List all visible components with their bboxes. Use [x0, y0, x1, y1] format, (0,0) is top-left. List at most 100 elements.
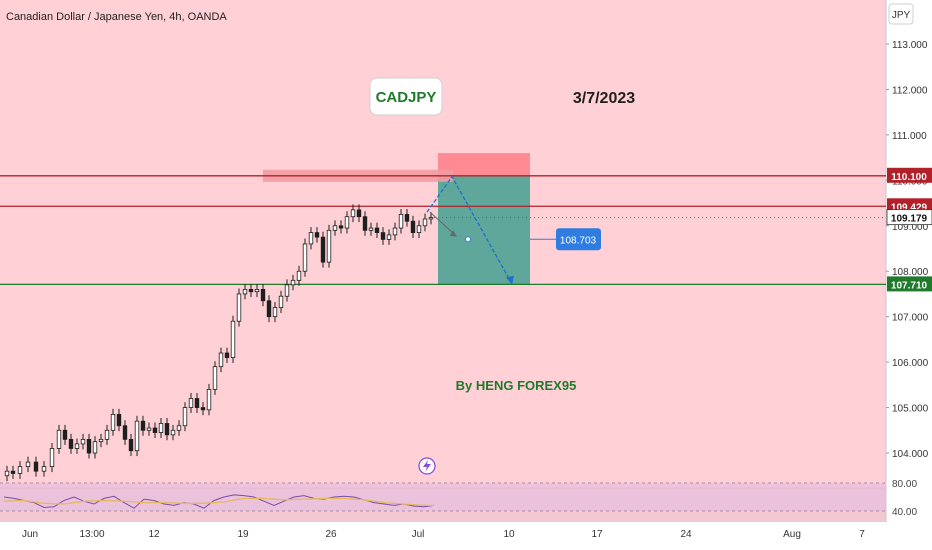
candle: [356, 204, 362, 223]
price-tick-label: 107.000: [892, 313, 929, 324]
candle: [224, 347, 230, 364]
time-tick-label: Jun: [22, 529, 38, 540]
candle-body: [140, 420, 146, 431]
candle-body: [320, 236, 326, 263]
candle: [410, 215, 416, 239]
candle: [98, 433, 104, 448]
candle: [404, 208, 410, 227]
candle-body: [428, 217, 434, 220]
candle-body: [110, 413, 116, 431]
candle: [182, 402, 188, 432]
rsi-ma-line: [3, 497, 434, 507]
lightning-icon[interactable]: [418, 457, 436, 475]
candle-body: [386, 234, 392, 240]
candle: [122, 420, 128, 445]
candle: [392, 222, 398, 241]
candle-body: [314, 232, 320, 238]
price-tick-label: 104.000: [892, 449, 929, 460]
candle: [56, 424, 62, 454]
candle: [86, 433, 92, 459]
candle-body: [49, 448, 55, 468]
candle-body: [25, 461, 31, 468]
candle-body: [254, 288, 260, 293]
candle: [200, 402, 206, 416]
candle-body: [338, 225, 344, 229]
candle-body: [248, 288, 254, 293]
candle-body: [404, 214, 410, 222]
time-tick-label: 24: [680, 529, 692, 540]
candle: [248, 283, 254, 298]
candle: [260, 283, 266, 307]
candle: [314, 227, 320, 243]
candle-body: [380, 232, 386, 240]
price-tag-label: 107.710: [891, 280, 928, 291]
candle-body: [398, 214, 404, 229]
candle-body: [236, 293, 242, 322]
rsi-tick-label: 80.00: [892, 479, 917, 490]
projection-path[interactable]: [426, 175, 513, 285]
time-tick-label: 17: [591, 529, 603, 540]
candle: [176, 420, 182, 436]
candle-body: [158, 423, 164, 433]
candle: [296, 265, 302, 286]
time-tick-label: 19: [237, 529, 249, 540]
candle: [10, 465, 16, 479]
candle-body: [278, 295, 284, 308]
candle-body: [308, 232, 314, 245]
candle-body: [296, 270, 302, 281]
candle-body: [68, 438, 74, 449]
candle: [62, 424, 68, 445]
candle-body: [350, 209, 356, 218]
candle: [218, 347, 224, 373]
candle: [332, 220, 338, 236]
take-profit-zone[interactable]: [438, 175, 530, 285]
currency-button[interactable]: [888, 3, 914, 25]
rsi-tick-label: 40.00: [892, 507, 917, 518]
candle: [236, 288, 242, 327]
candle-body: [146, 427, 152, 431]
candle: [422, 213, 428, 232]
candle: [80, 433, 86, 450]
candle-body: [362, 216, 368, 231]
candle: [386, 229, 392, 245]
candle: [272, 302, 278, 323]
candle-body: [86, 438, 92, 454]
candle-body: [368, 227, 374, 231]
candle-body: [422, 218, 428, 227]
stop-loss-zone[interactable]: [438, 153, 530, 176]
candle: [350, 204, 356, 223]
candle-body: [284, 284, 290, 297]
pair-label-box[interactable]: [369, 77, 443, 116]
candle: [164, 418, 170, 441]
currency-label: JPY: [892, 10, 911, 21]
time-tick-label: 12: [148, 529, 160, 540]
target-callout-box[interactable]: [556, 228, 601, 251]
candle-body: [218, 352, 224, 368]
candle-body: [206, 388, 212, 411]
candle: [266, 295, 272, 323]
price-tick-label: 111.000: [892, 131, 927, 142]
candle: [134, 415, 140, 457]
candle-body: [74, 443, 80, 449]
candle-body: [134, 420, 140, 452]
time-axis-background: [0, 522, 886, 550]
candle: [104, 424, 110, 445]
candle: [116, 408, 122, 432]
candle-body: [10, 470, 16, 474]
candle-body: [152, 427, 158, 433]
candle: [4, 465, 10, 482]
candle: [368, 222, 374, 236]
candle: [308, 227, 314, 250]
candle: [152, 422, 158, 439]
price-tag-label: 109.179: [891, 214, 928, 225]
callout-anchor: [465, 236, 471, 243]
candle: [326, 224, 332, 268]
time-tick-label: 13:00: [79, 529, 104, 540]
time-tick-label: 26: [325, 529, 337, 540]
candle-body: [80, 438, 86, 445]
candle-body: [326, 229, 332, 263]
price-tag-label: 110.100: [891, 172, 927, 183]
candle-body: [33, 461, 39, 472]
candle: [188, 393, 194, 414]
